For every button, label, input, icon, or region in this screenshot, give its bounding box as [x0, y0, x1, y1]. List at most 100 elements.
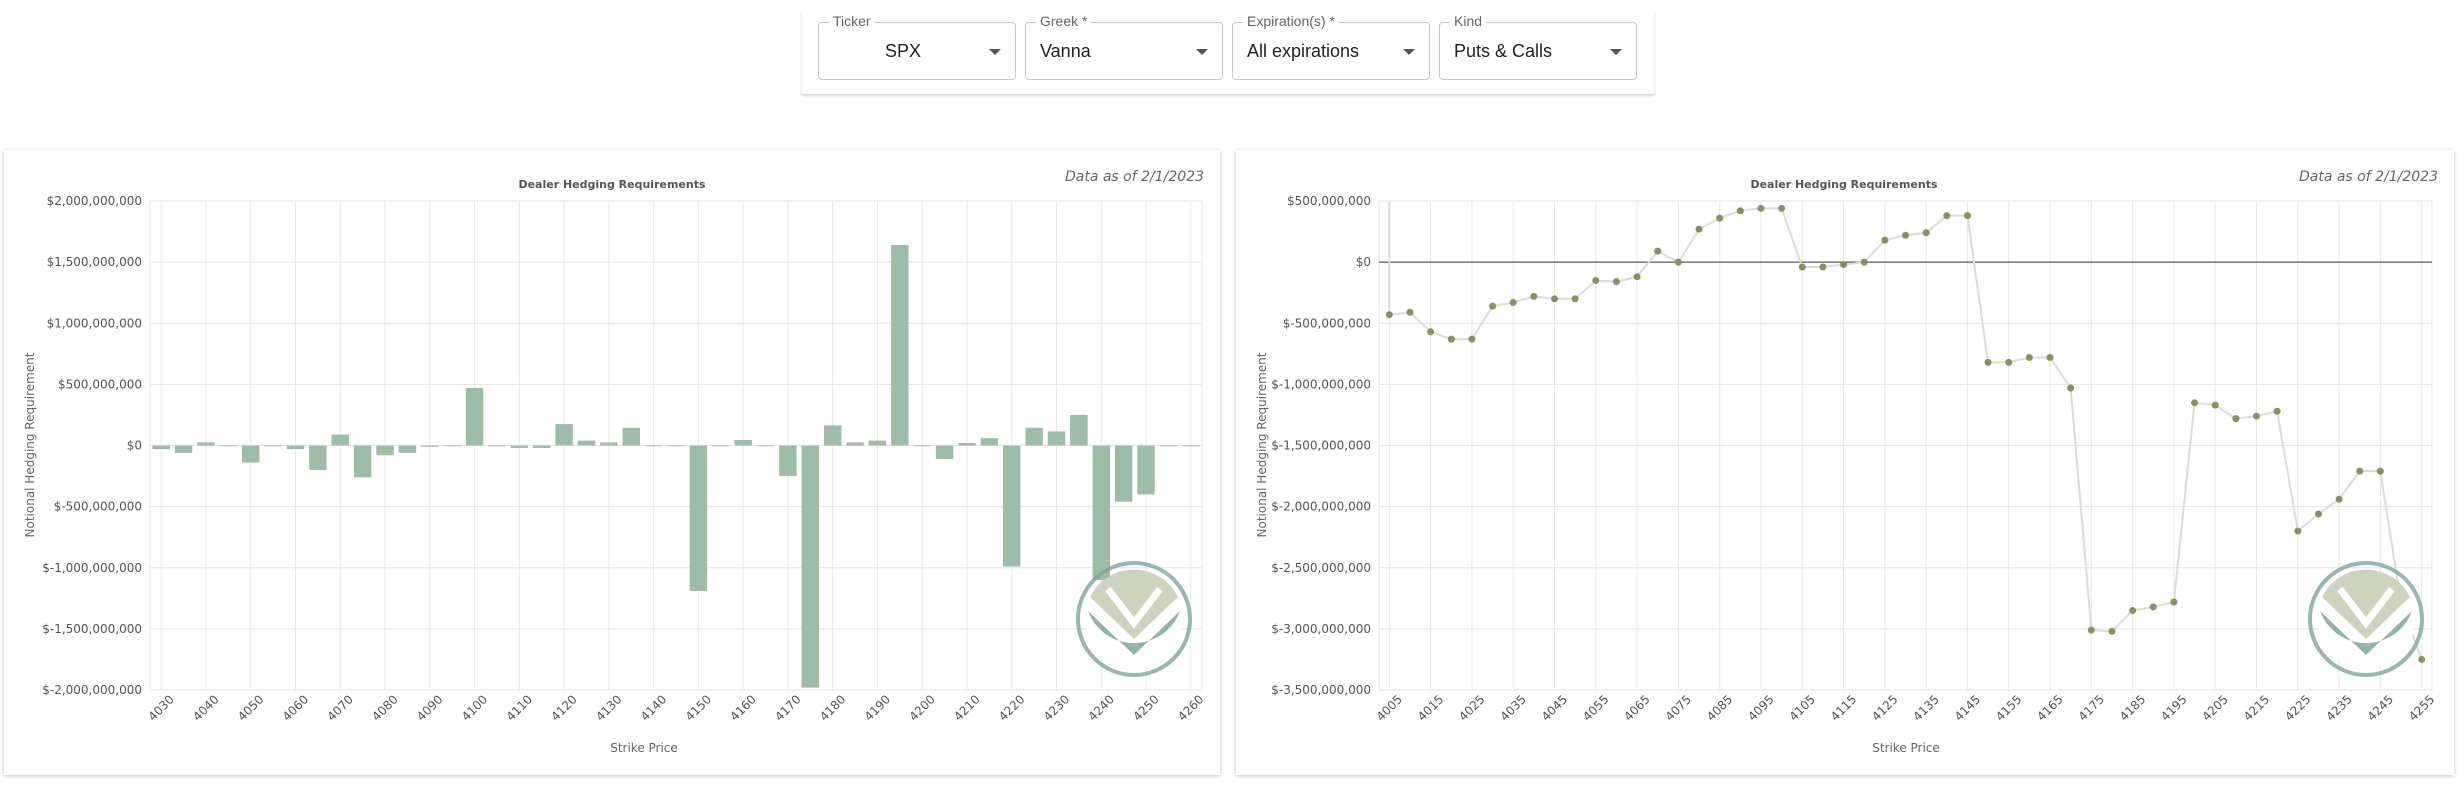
line-chart: $-3,500,000,000 $-3,000,000,000 $-2,500,00…: [1255, 169, 2438, 755]
data-point: [2149, 603, 2157, 611]
bar: [264, 445, 282, 447]
bar: [734, 439, 752, 446]
x-tick-label: 4105: [1787, 692, 1818, 723]
bar: [353, 445, 372, 478]
bar: [577, 440, 596, 446]
ticker-select[interactable]: Ticker SPX: [818, 13, 1016, 80]
y-tick-label: $0: [1356, 255, 1371, 269]
y-tick-label: $500,000,000: [58, 377, 142, 391]
data-point: [2418, 655, 2426, 663]
bar: [1092, 445, 1111, 580]
logo-chevron: [2337, 586, 2395, 629]
ticker-value: SPX: [884, 41, 922, 61]
data-point: [1840, 261, 1848, 269]
watermark-logo: [1076, 561, 1192, 677]
data-point: [1716, 214, 1724, 222]
x-tick-label: 4035: [1497, 692, 1528, 723]
x-tick-label: 4245: [2365, 692, 2396, 723]
bar: [823, 425, 842, 446]
x-tick-label: 4225: [2282, 692, 2313, 723]
bar: [913, 445, 931, 447]
data-point: [2211, 401, 2219, 409]
y-tick-label: $-3,000,000,000: [1271, 622, 1371, 636]
bar: [935, 445, 954, 459]
x-tick-label: 4055: [1580, 692, 1611, 723]
data-point: [1798, 263, 1806, 271]
bar: [1025, 427, 1043, 446]
bar: [689, 445, 708, 591]
greek-select[interactable]: Greek * Vanna: [1025, 13, 1223, 80]
expiration-select[interactable]: Expiration(s) * All expirations: [1232, 13, 1430, 80]
logo-top-shape: [2322, 569, 2410, 639]
kind-value: Puts & Calls: [1454, 41, 1553, 61]
bar: [1137, 445, 1155, 495]
x-tick-label: 4085: [1704, 692, 1735, 723]
bar: [331, 434, 349, 446]
bar: [600, 442, 618, 446]
x-tick-label: 4030: [145, 692, 176, 723]
bar: [376, 445, 394, 456]
bar: [756, 445, 775, 447]
bar: [980, 438, 999, 446]
data-point: [1881, 236, 1889, 244]
x-tick-label: 4060: [280, 692, 311, 723]
x-tick-label: 4140: [638, 692, 669, 723]
data-point: [1757, 204, 1765, 212]
data-point: [1984, 358, 1992, 366]
logo-bottom-shape: [2320, 611, 2412, 655]
chevron-down-icon: [989, 49, 1001, 55]
logo-ring: [1076, 561, 1192, 677]
y-tick-label: $2,000,000,000: [47, 194, 142, 208]
data-point: [2170, 598, 2178, 606]
data-point: [1447, 335, 1455, 343]
data-point: [1468, 335, 1476, 343]
bar: [532, 445, 551, 448]
ticker-label: Ticker: [829, 13, 875, 29]
bar: [443, 445, 461, 447]
data-point: [1509, 298, 1517, 306]
series-line: [1388, 201, 2423, 660]
bar: [241, 445, 260, 463]
y-tick-label: $-3,500,000,000: [1271, 683, 1371, 697]
x-tick-label: 4180: [817, 692, 848, 723]
greek-label: Greek *: [1036, 13, 1092, 29]
x-tick-label: 4015: [1415, 692, 1446, 723]
x-tick-label: 4160: [727, 692, 758, 723]
y-tick-label: $1,500,000,000: [47, 255, 142, 269]
data-point: [2356, 467, 2364, 475]
data-point: [2108, 627, 2116, 635]
chevron-down-icon: [1196, 49, 1208, 55]
bar: [958, 443, 976, 446]
axes: $-2,000,000,000 $-1,500,000,000 $-1,000,00…: [42, 194, 1206, 724]
y-tick-label: $-2,500,000,000: [1271, 561, 1371, 575]
x-tick-label: 4255: [2406, 692, 2437, 723]
data-point: [1736, 207, 1744, 215]
bar: [779, 445, 797, 477]
axes: $-3,500,000,000 $-3,000,000,000 $-2,500,00…: [1271, 194, 2437, 724]
data-point: [1902, 231, 1909, 239]
data-point: [1530, 292, 1538, 300]
x-tick-label: 4130: [593, 692, 624, 723]
kind-label: Kind: [1450, 13, 1487, 29]
kind-select[interactable]: Kind Puts & Calls: [1439, 13, 1637, 80]
bar: [152, 445, 170, 450]
x-tick-label: 4155: [1993, 692, 2024, 723]
bar: [1003, 445, 1021, 567]
logo-chevron: [1105, 586, 1163, 629]
data-as-of: Data as of 2/1/2023: [1065, 169, 1204, 185]
data-point: [1819, 263, 1827, 271]
data-point: [2376, 467, 2384, 475]
data-point: [1943, 212, 1951, 220]
series: [1385, 201, 2426, 663]
data-as-of: Data as of 2/1/2023: [2299, 169, 2438, 185]
x-tick-label: 4005: [1374, 692, 1405, 723]
data-point: [2005, 358, 2013, 366]
data-point: [1612, 278, 1620, 286]
data-point: [1922, 229, 1930, 237]
x-tick-label: 4040: [190, 692, 221, 723]
expiration-value: All expirations: [1247, 41, 1360, 61]
x-tick-label: 4075: [1663, 692, 1694, 723]
x-tick-label: 4210: [951, 692, 982, 723]
bar: [1047, 431, 1066, 446]
data-point: [1489, 302, 1497, 310]
